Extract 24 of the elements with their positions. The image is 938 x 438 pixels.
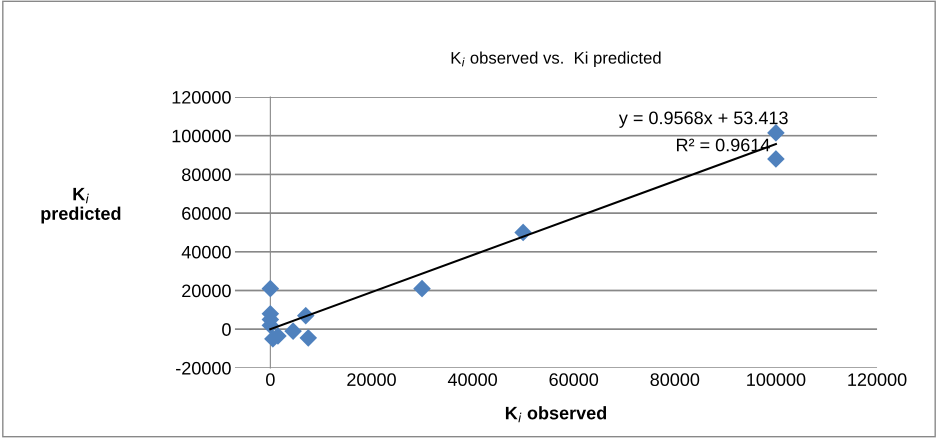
- x-tick-label: 60000: [550, 373, 598, 386]
- x-tick-label: 0: [266, 373, 275, 386]
- x-tick-label: 20000: [347, 373, 396, 386]
- y-axis-title: K$_{i}$ predicted: [41, 188, 120, 224]
- chart-title: K$_{i}$ observed vs. Ki predicted: [452, 52, 661, 68]
- y-tick-label: 80000: [182, 168, 231, 182]
- y-tick-label: 0: [222, 323, 231, 336]
- y-tick-label: -20000: [176, 362, 231, 375]
- y-tick-label: 100000: [172, 130, 231, 142]
- point: [413, 280, 431, 298]
- point: [262, 280, 280, 298]
- x-tick-label: 120000: [848, 373, 906, 386]
- point: [767, 150, 785, 168]
- point: [284, 322, 302, 340]
- y-tick-label: 20000: [182, 284, 231, 298]
- y-tick-label: 60000: [182, 207, 231, 220]
- x-tick-label: 100000: [747, 373, 806, 386]
- x-tick-label: 40000: [448, 373, 497, 386]
- x-tick-label: 80000: [650, 373, 700, 386]
- point: [299, 329, 318, 347]
- annotation: y = 0.9568x + 53.413: [618, 112, 788, 128]
- x-axis-title: K$_{i}$ observed: [506, 406, 606, 422]
- y-tick-label: 120000: [172, 90, 231, 104]
- y-tick-label: 40000: [182, 246, 231, 259]
